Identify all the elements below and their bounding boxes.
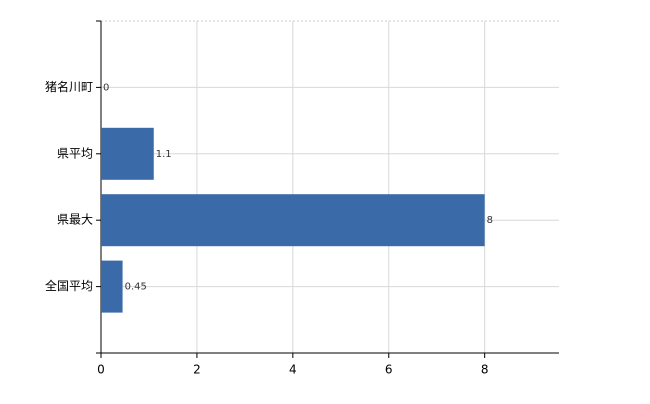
x-tick-label: 2 bbox=[193, 363, 201, 377]
x-tick-label: 8 bbox=[481, 363, 489, 377]
y-tick-label: 猪名川町 bbox=[45, 79, 93, 94]
bar bbox=[101, 194, 485, 247]
x-tick-label: 4 bbox=[289, 363, 297, 377]
value-label: 1.1 bbox=[156, 149, 172, 160]
value-label: 0.45 bbox=[125, 282, 147, 293]
value-label: 8 bbox=[487, 215, 493, 226]
y-tick-label: 全国平均 bbox=[45, 278, 93, 293]
value-label: 0 bbox=[103, 82, 109, 93]
x-tick-label: 6 bbox=[385, 363, 393, 377]
bar bbox=[101, 127, 154, 180]
y-tick-label: 県最大 bbox=[57, 213, 93, 227]
bar bbox=[101, 260, 123, 313]
y-tick-label: 県平均 bbox=[57, 146, 93, 160]
x-tick-label: 0 bbox=[97, 363, 105, 377]
